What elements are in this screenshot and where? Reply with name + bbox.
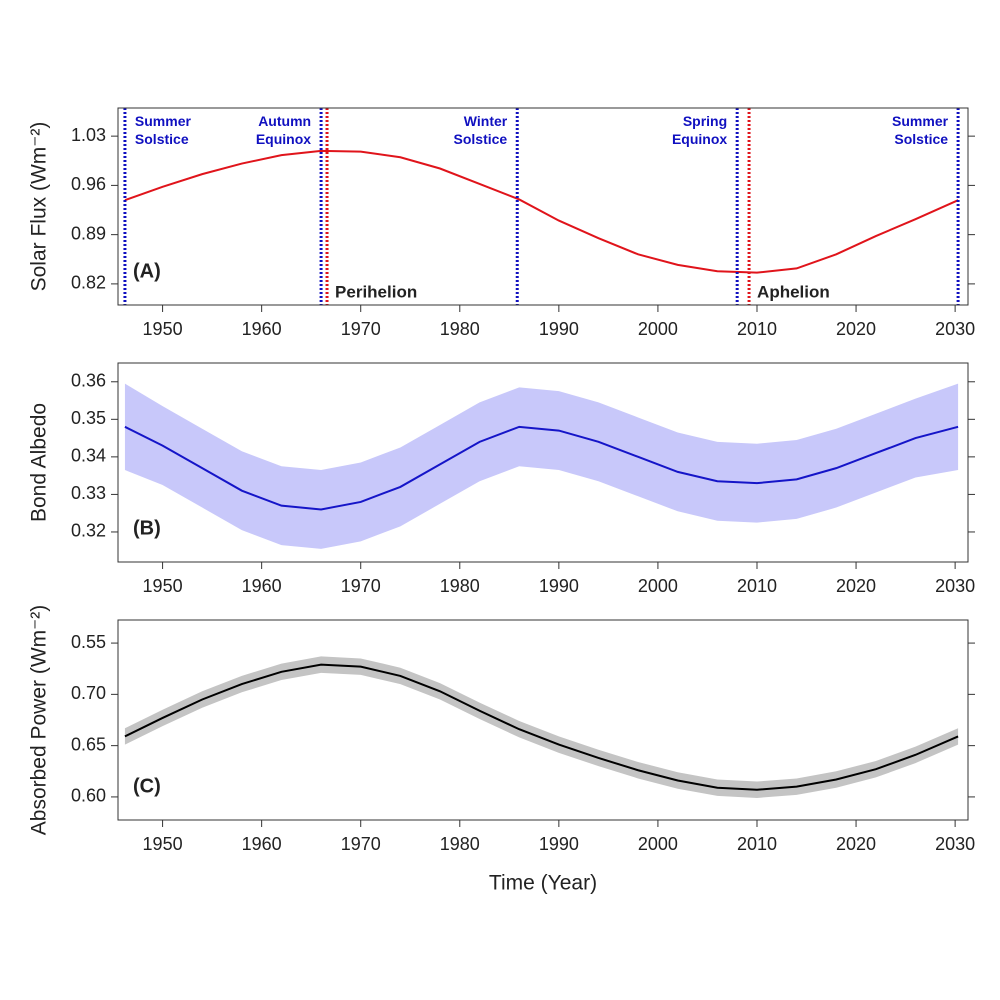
x-tick-label: 2030 (935, 319, 975, 339)
x-tick-label: 2010 (737, 319, 777, 339)
y-axis-label: Absorbed Power (Wm⁻²) (28, 605, 51, 835)
panel-label: (A) (133, 260, 161, 282)
y-tick-label: 0.96 (71, 174, 106, 194)
plot-frame (117, 362, 969, 563)
x-tick-label: 1990 (539, 834, 579, 854)
plot-frame (117, 619, 969, 821)
x-tick-label: 1970 (341, 319, 381, 339)
y-axis-label: Bond Albedo (28, 403, 51, 522)
event-label: Aphelion (757, 282, 830, 301)
y-tick-label: 0.34 (71, 446, 106, 466)
y-tick-label: 0.36 (71, 371, 106, 391)
x-tick-label: 1970 (341, 576, 381, 596)
y-tick-label: 1.03 (71, 125, 106, 145)
x-tick-label: 1950 (143, 834, 183, 854)
panel-label: (C) (133, 775, 161, 797)
panel-label: (B) (133, 517, 161, 539)
x-tick-label: 1980 (440, 834, 480, 854)
x-tick-label: 1960 (242, 319, 282, 339)
x-tick-label: 1980 (440, 576, 480, 596)
x-tick-label: 2030 (935, 834, 975, 854)
x-tick-label: 1990 (539, 319, 579, 339)
y-tick-label: 0.82 (71, 273, 106, 293)
x-tick-label: 1990 (539, 576, 579, 596)
x-tick-label: 2020 (836, 319, 876, 339)
y-axis-label: Solar Flux (Wm⁻²) (28, 122, 51, 292)
x-tick-label: 1960 (242, 834, 282, 854)
data-line (124, 425, 959, 511)
event-label: Perihelion (335, 282, 417, 301)
x-tick-label: 2030 (935, 576, 975, 596)
plot-frame (117, 107, 969, 306)
x-tick-label: 2020 (836, 576, 876, 596)
x-tick-label: 1970 (341, 834, 381, 854)
event-label: Summer Solstice (135, 113, 192, 147)
uncertainty-band (124, 656, 959, 798)
x-tick-label: 2000 (638, 576, 678, 596)
event-label: Spring Equinox (672, 113, 727, 147)
y-tick-label: 0.33 (71, 483, 106, 503)
data-line (124, 149, 959, 274)
x-tick-label: 2010 (737, 834, 777, 854)
y-tick-label: 0.60 (71, 786, 106, 806)
y-tick-label: 0.32 (71, 521, 106, 541)
x-tick-label: 2010 (737, 576, 777, 596)
x-tick-label: 1980 (440, 319, 480, 339)
data-line (124, 663, 959, 791)
y-tick-label: 0.65 (71, 734, 106, 754)
x-axis-label: Time (Year) (489, 872, 597, 895)
x-tick-label: 2000 (638, 319, 678, 339)
event-label: Winter Solstice (454, 113, 508, 147)
y-tick-label: 0.55 (71, 632, 106, 652)
uncertainty-band (124, 383, 959, 549)
y-tick-label: 0.70 (71, 683, 106, 703)
x-tick-label: 1950 (143, 319, 183, 339)
x-tick-label: 1950 (143, 576, 183, 596)
x-tick-label: 2000 (638, 834, 678, 854)
y-tick-label: 0.35 (71, 408, 106, 428)
x-tick-label: 1960 (242, 576, 282, 596)
event-label: Autumn Equinox (256, 113, 311, 147)
event-label: Summer Solstice (892, 113, 949, 147)
x-tick-label: 2020 (836, 834, 876, 854)
y-tick-label: 0.89 (71, 223, 106, 243)
